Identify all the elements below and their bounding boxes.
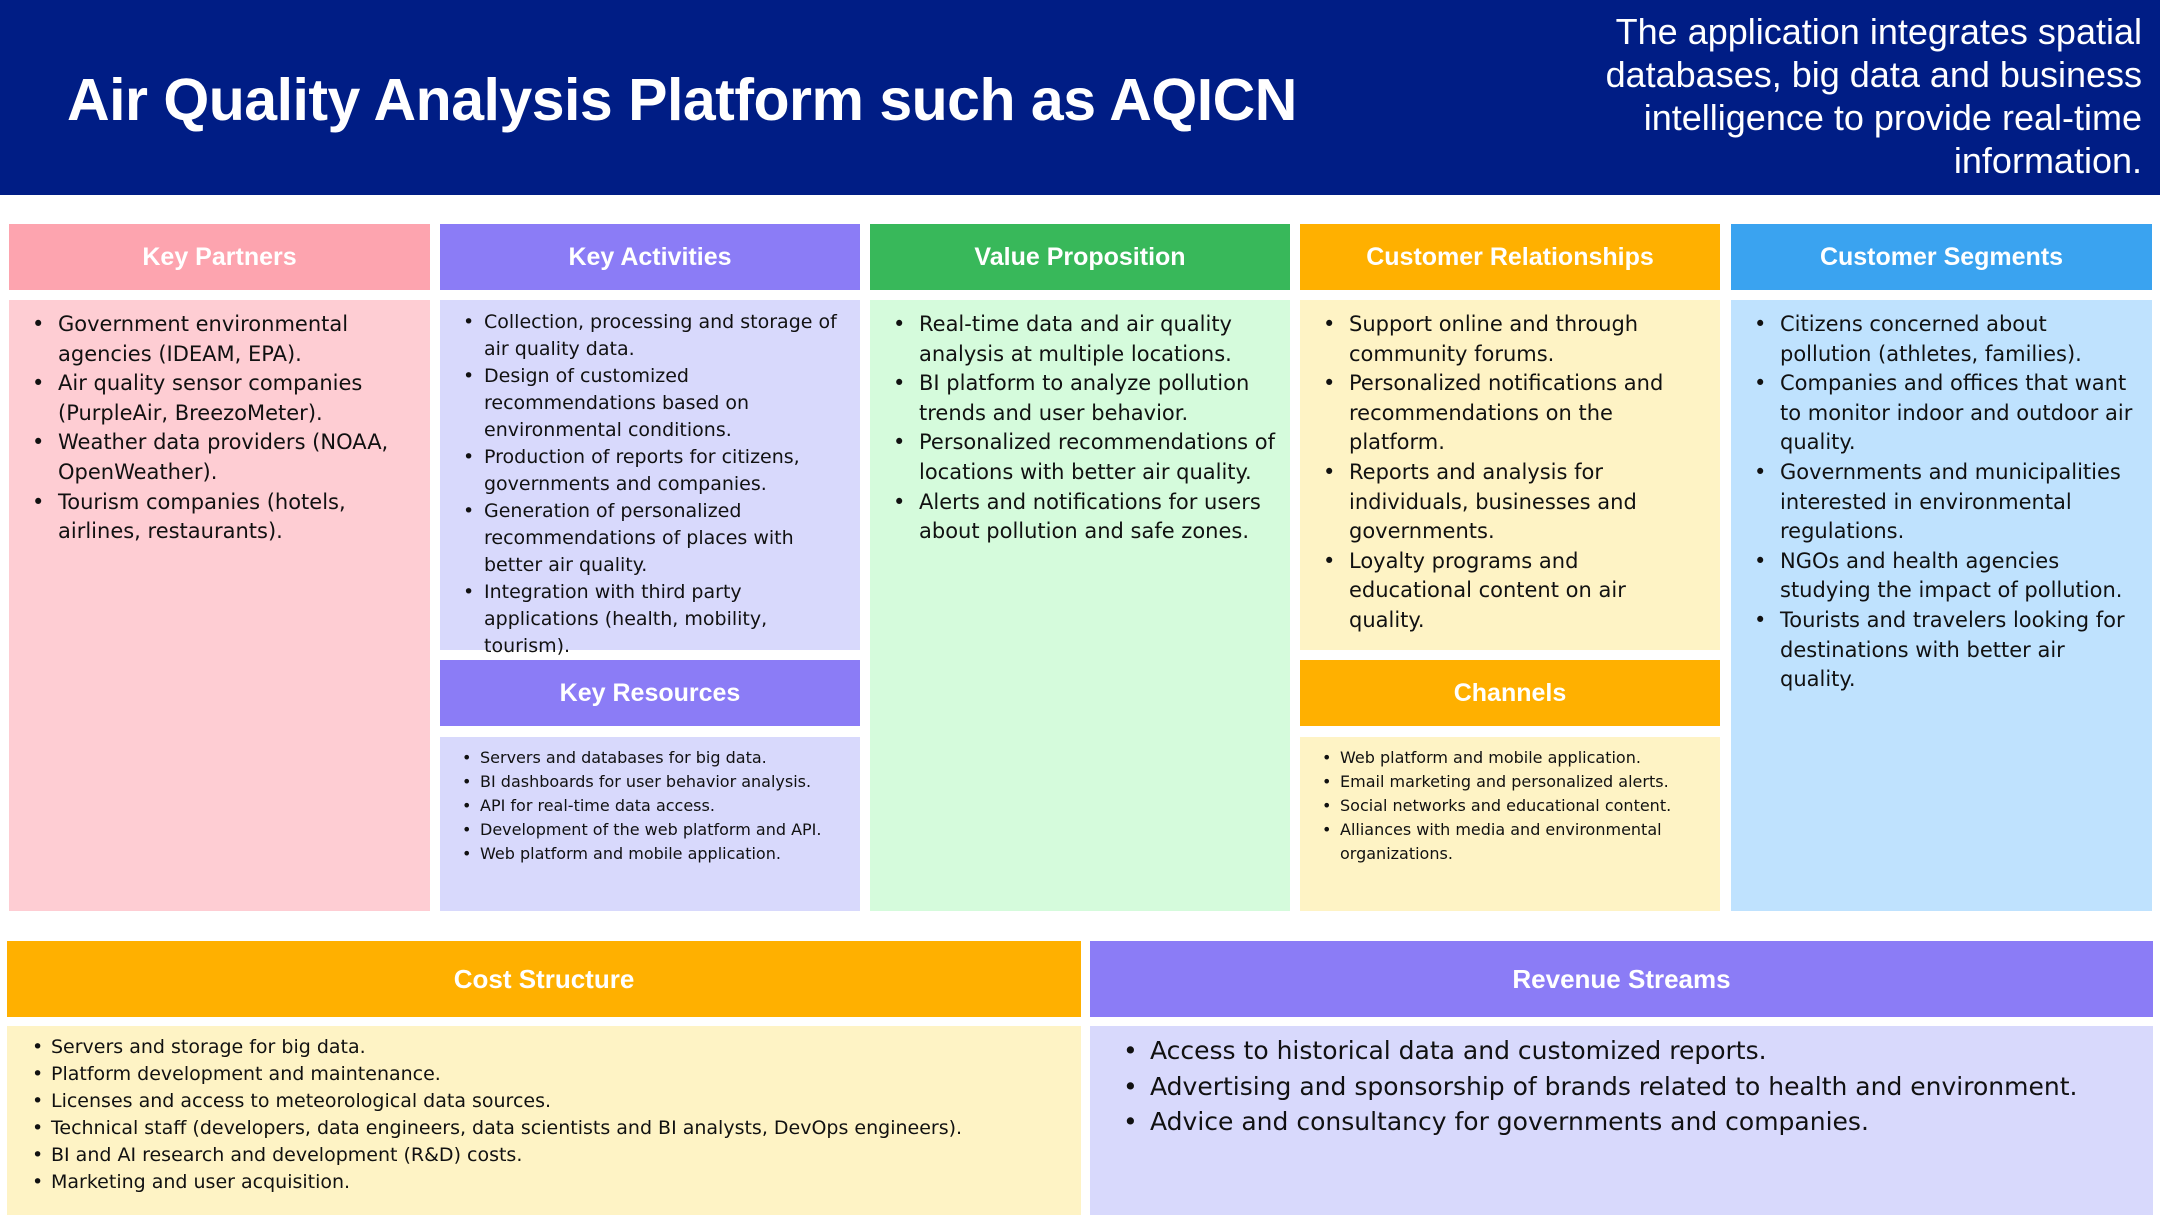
key-resources-body: Servers and databases for big data.BI da…	[440, 737, 860, 911]
list-item: BI and AI research and development (R&D)…	[32, 1142, 1067, 1169]
list-item: Tourists and travelers looking for desti…	[1754, 606, 2138, 695]
key-resources-header: Key Resources	[440, 660, 860, 726]
customer-segments-list: Citizens concerned about pollution (athl…	[1731, 310, 2152, 695]
list-item: Tourism companies (hotels, airlines, res…	[32, 488, 416, 547]
list-item: Alliances with media and environmental o…	[1322, 818, 1706, 866]
list-item: Support online and through community for…	[1323, 310, 1706, 369]
key-partners-list: Government environmental agencies (IDEAM…	[9, 310, 430, 547]
header-banner: Air Quality Analysis Platform such as AQ…	[0, 0, 2160, 195]
list-item: Government environmental agencies (IDEAM…	[32, 310, 416, 369]
list-item: Companies and offices that want to monit…	[1754, 369, 2138, 458]
cost-structure-body: Servers and storage for big data.Platfor…	[7, 1026, 1081, 1215]
list-item: Reports and analysis for individuals, bu…	[1323, 458, 1706, 547]
customer-segments-header: Customer Segments	[1731, 224, 2152, 290]
customer-segments-body: Citizens concerned about pollution (athl…	[1731, 300, 2152, 911]
list-item: Generation of personalized recommendatio…	[463, 498, 848, 579]
value-proposition-header: Value Proposition	[870, 224, 1290, 290]
key-partners-body: Government environmental agencies (IDEAM…	[9, 300, 430, 911]
list-item: Email marketing and personalized alerts.	[1322, 770, 1706, 794]
list-item: Servers and storage for big data.	[32, 1034, 1067, 1061]
revenue-streams-body: Access to historical data and customized…	[1090, 1026, 2153, 1215]
list-item: Development of the web platform and API.	[462, 818, 846, 842]
list-item: Design of customized recommendations bas…	[463, 363, 848, 444]
cost-structure-header: Cost Structure	[7, 941, 1081, 1017]
list-item: Licenses and access to meteorological da…	[32, 1088, 1067, 1115]
list-item: NGOs and health agencies studying the im…	[1754, 547, 2138, 606]
list-item: Integration with third party application…	[463, 579, 848, 660]
list-item: Production of reports for citizens, gove…	[463, 444, 848, 498]
list-item: Access to historical data and customized…	[1123, 1033, 2139, 1069]
page-title: Air Quality Analysis Platform such as AQ…	[67, 67, 1297, 133]
key-resources-list: Servers and databases for big data.BI da…	[440, 746, 860, 866]
list-item: Advertising and sponsorship of brands re…	[1123, 1069, 2139, 1105]
list-item: Personalized notifications and recommend…	[1323, 369, 1706, 458]
header-description: The application integrates spatial datab…	[1605, 11, 2142, 181]
list-item: Governments and municipalities intereste…	[1754, 458, 2138, 547]
list-item: Loyalty programs and educational content…	[1323, 547, 1706, 636]
list-item: BI platform to analyze pollution trends …	[893, 369, 1276, 428]
list-item: Platform development and maintenance.	[32, 1061, 1067, 1088]
list-item: Web platform and mobile application.	[462, 842, 846, 866]
list-item: API for real-time data access.	[462, 794, 846, 818]
channels-body: Web platform and mobile application.Emai…	[1300, 737, 1720, 911]
customer-relationships-list: Support online and through community for…	[1300, 310, 1720, 636]
customer-relationships-header: Customer Relationships	[1300, 224, 1720, 290]
revenue-streams-list: Access to historical data and customized…	[1090, 1033, 2153, 1140]
channels-header: Channels	[1300, 660, 1720, 726]
list-item: Social networks and educational content.	[1322, 794, 1706, 818]
value-proposition-body: Real-time data and air quality analysis …	[870, 300, 1290, 911]
key-activities-body: Collection, processing and storage of ai…	[440, 300, 860, 657]
list-item: Air quality sensor companies (PurpleAir,…	[32, 369, 416, 428]
list-item: BI dashboards for user behavior analysis…	[462, 770, 846, 794]
list-item: Web platform and mobile application.	[1322, 746, 1706, 770]
list-item: Marketing and user acquisition.	[32, 1169, 1067, 1196]
list-item: Personalized recommendations of location…	[893, 428, 1276, 487]
cost-structure-list: Servers and storage for big data.Platfor…	[7, 1034, 1081, 1196]
list-item: Weather data providers (NOAA, OpenWeathe…	[32, 428, 416, 487]
list-item: Citizens concerned about pollution (athl…	[1754, 310, 2138, 369]
revenue-streams-header: Revenue Streams	[1090, 941, 2153, 1017]
list-item: Technical staff (developers, data engine…	[32, 1115, 1067, 1142]
list-item: Servers and databases for big data.	[462, 746, 846, 770]
customer-relationships-body: Support online and through community for…	[1300, 300, 1720, 650]
list-item: Real-time data and air quality analysis …	[893, 310, 1276, 369]
list-item: Collection, processing and storage of ai…	[463, 309, 848, 363]
key-activities-header: Key Activities	[440, 224, 860, 290]
list-item: Alerts and notifications for users about…	[893, 488, 1276, 547]
value-proposition-list: Real-time data and air quality analysis …	[870, 310, 1290, 547]
channels-list: Web platform and mobile application.Emai…	[1300, 746, 1720, 866]
list-item: Advice and consultancy for governments a…	[1123, 1104, 2139, 1140]
key-activities-list: Collection, processing and storage of ai…	[440, 309, 860, 660]
key-partners-header: Key Partners	[9, 224, 430, 290]
